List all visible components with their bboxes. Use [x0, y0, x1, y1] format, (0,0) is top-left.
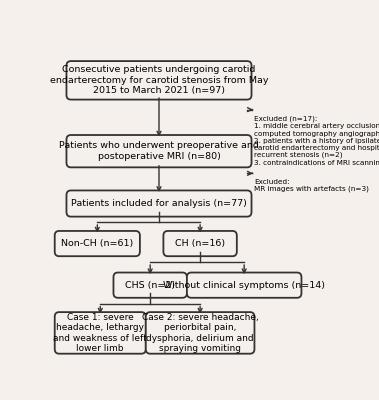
Text: CH (n=16): CH (n=16): [175, 239, 225, 248]
Text: Excluded:
MR images with artefacts (n=3): Excluded: MR images with artefacts (n=3): [254, 179, 369, 192]
FancyBboxPatch shape: [66, 61, 252, 100]
Text: Excluded (n=17):
1. middle cerebral artery occlusion on
computed tomography angi: Excluded (n=17): 1. middle cerebral arte…: [254, 116, 379, 166]
Text: Consecutive patients undergoing carotid
endarterectomy for carotid stenosis from: Consecutive patients undergoing carotid …: [50, 66, 268, 95]
Text: Without clinical symptoms (n=14): Without clinical symptoms (n=14): [163, 281, 325, 290]
FancyBboxPatch shape: [187, 272, 301, 298]
FancyBboxPatch shape: [55, 312, 146, 354]
Text: Case 2: severe headache,
periorbital pain,
dysphoria, delirium and
spraying vomi: Case 2: severe headache, periorbital pai…: [142, 313, 258, 353]
Text: Case 1: severe
headache, lethargy
and weakness of left
lower limb: Case 1: severe headache, lethargy and we…: [53, 313, 147, 353]
Text: Non-CH (n=61): Non-CH (n=61): [61, 239, 133, 248]
FancyBboxPatch shape: [163, 231, 237, 256]
FancyBboxPatch shape: [113, 272, 187, 298]
FancyBboxPatch shape: [66, 135, 252, 167]
Text: CHS (n=2): CHS (n=2): [125, 281, 175, 290]
Text: Patients included for analysis (n=77): Patients included for analysis (n=77): [71, 199, 247, 208]
FancyBboxPatch shape: [146, 312, 254, 354]
FancyBboxPatch shape: [66, 190, 252, 217]
FancyBboxPatch shape: [55, 231, 140, 256]
Text: Patients who underwent preoperative and
postoperative MRI (n=80): Patients who underwent preoperative and …: [59, 142, 259, 161]
